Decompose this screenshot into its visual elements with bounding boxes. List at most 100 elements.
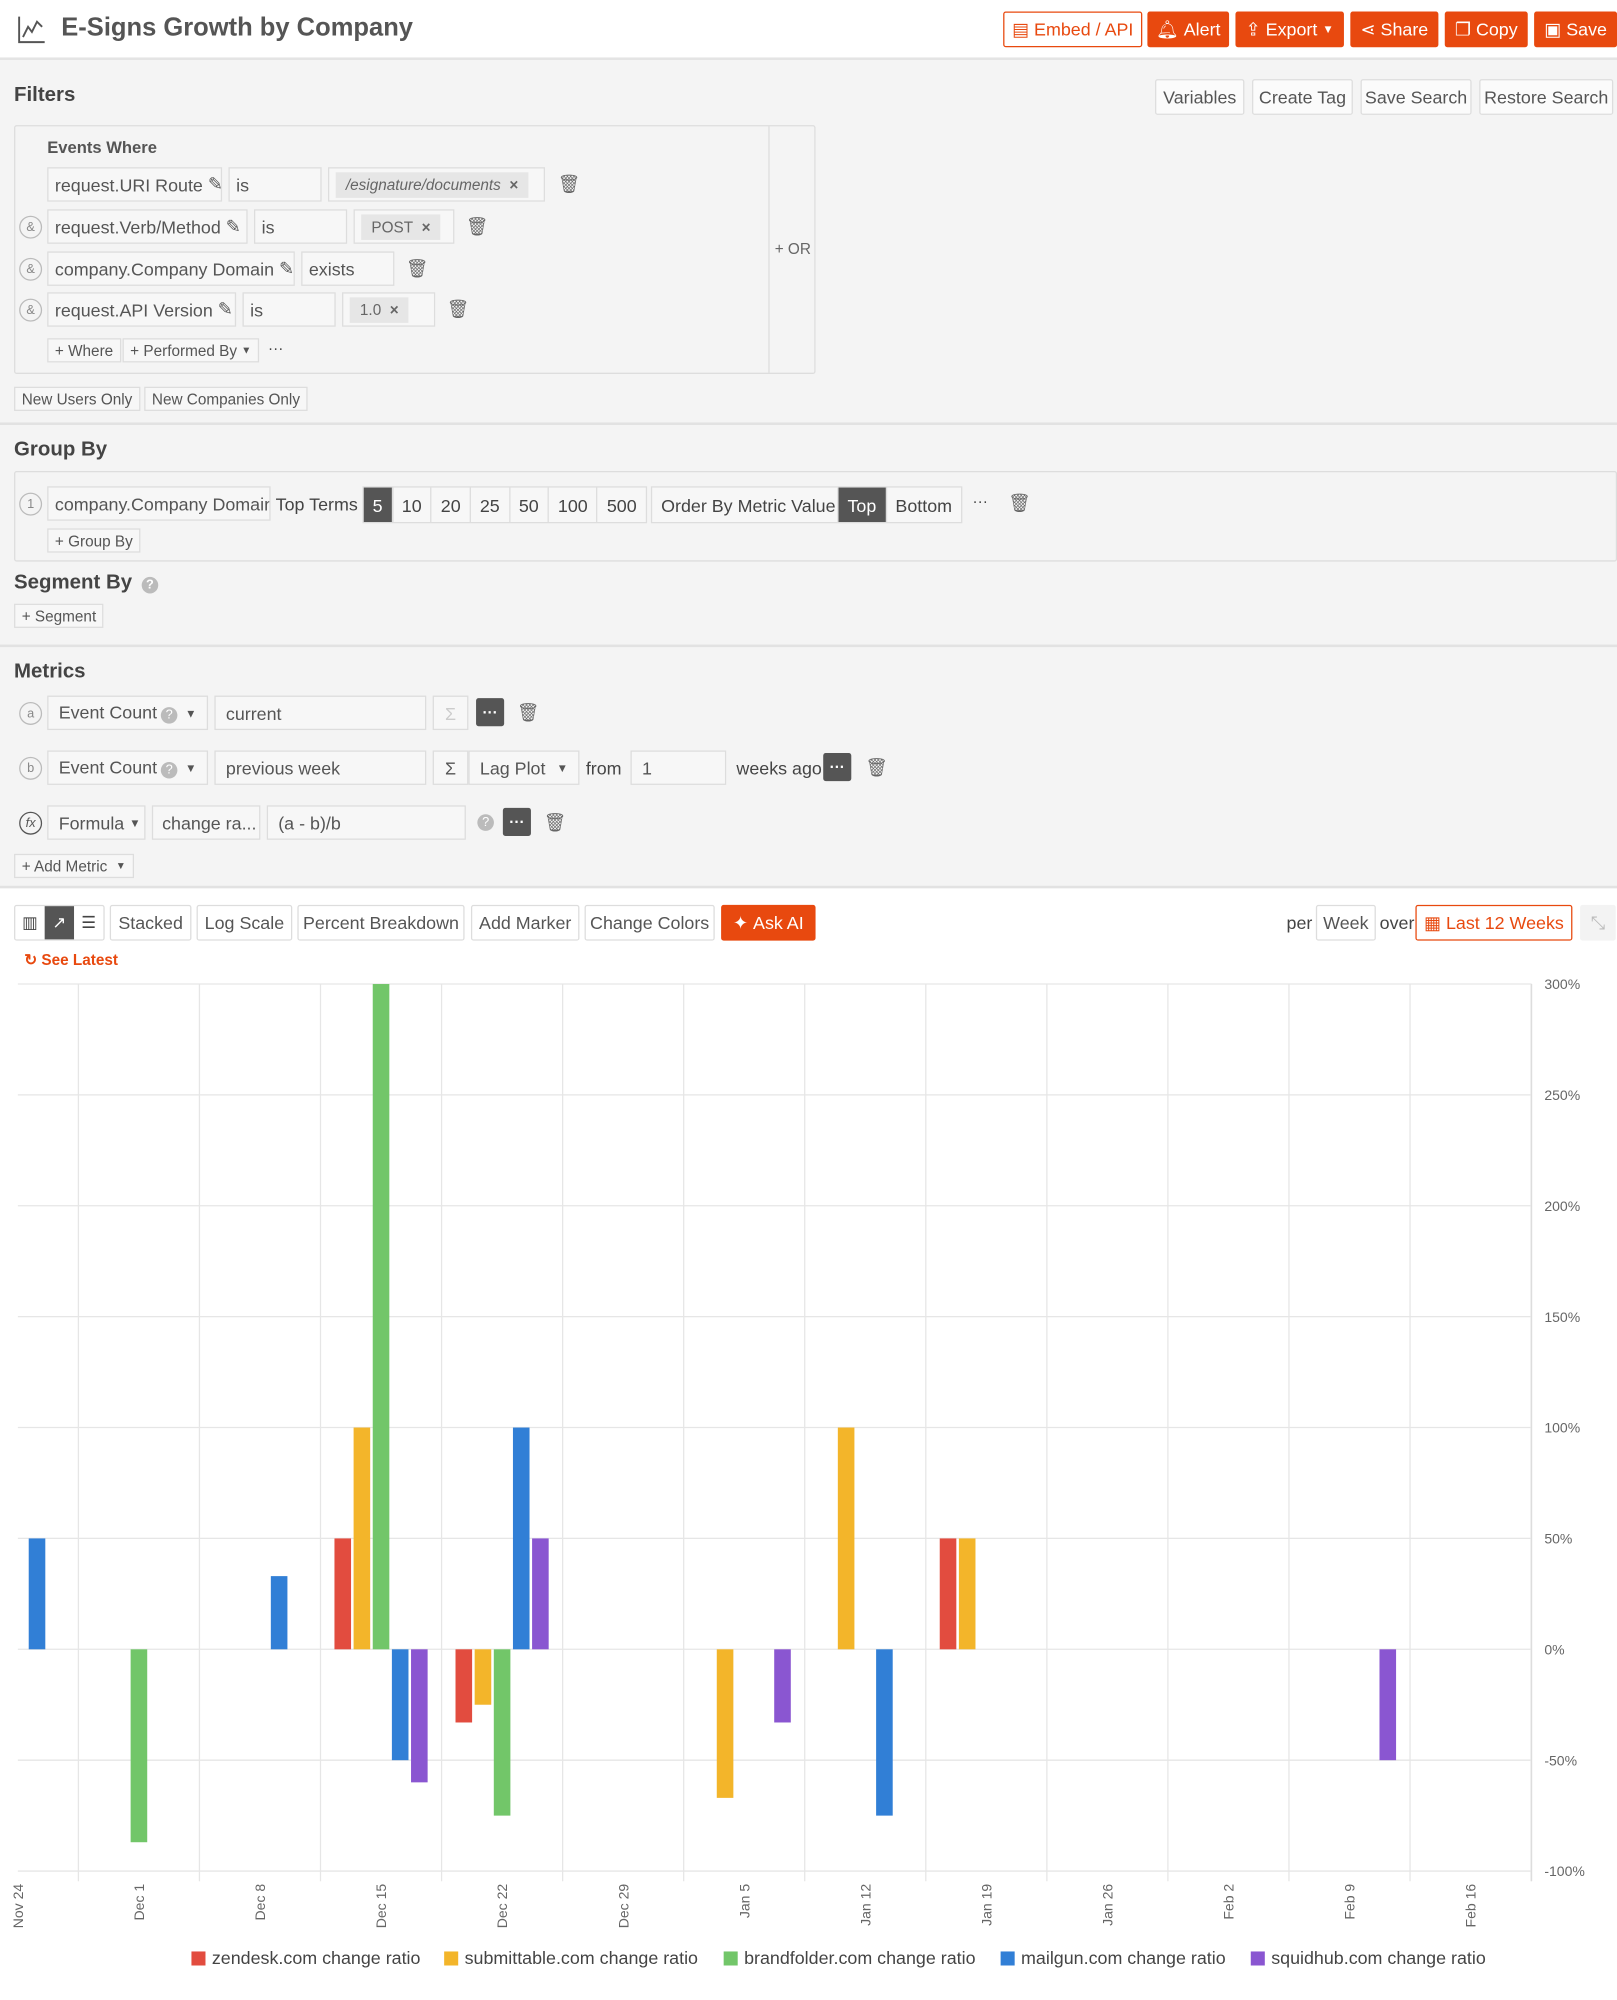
add-marker-button[interactable]: Add Marker	[470, 904, 580, 941]
formula-name-input[interactable]: change ra...	[151, 805, 261, 840]
legend-item[interactable]: zendesk.com change ratio	[191, 1948, 420, 1968]
trash-icon[interactable]: 🗑︎	[1008, 492, 1031, 514]
add-group-by-button[interactable]: + Group By	[47, 528, 141, 553]
trash-icon[interactable]: 🗑︎	[405, 257, 429, 279]
create-tag-button[interactable]: Create Tag	[1252, 79, 1353, 115]
change-colors-button[interactable]: Change Colors	[584, 904, 715, 941]
trash-icon[interactable]: 🗑︎	[557, 173, 581, 194]
more-options-button[interactable]: ···	[502, 807, 531, 836]
y-tick-label: -100%	[1544, 1863, 1585, 1879]
ask-ai-button[interactable]: ✦ Ask AI	[721, 904, 816, 941]
caret-down-icon: ▼	[129, 816, 141, 829]
trash-icon[interactable]: 🗑︎	[516, 701, 540, 723]
filter-field[interactable]: company.Company Domain ✎	[47, 251, 295, 286]
collapse-icon[interactable]: ⤡	[1580, 904, 1616, 941]
add-where-button[interactable]: + Where	[47, 338, 121, 363]
bar-chart-icon[interactable]: ▥	[22, 912, 38, 932]
top-terms-option[interactable]: 100	[549, 487, 598, 523]
more-options-button[interactable]: ···	[972, 492, 988, 511]
x-tick-label: Dec 22	[494, 1884, 510, 1929]
top-terms-option[interactable]: 500	[606, 494, 637, 515]
formula-input[interactable]: (a - b)/b	[266, 805, 466, 840]
more-options-button[interactable]: ···	[476, 698, 505, 727]
formula-select[interactable]: Formula ▼	[47, 805, 146, 840]
log-scale-button[interactable]: Log Scale	[196, 904, 293, 941]
top-terms-option[interactable]: 25	[471, 487, 510, 523]
remove-icon[interactable]: ×	[389, 300, 399, 319]
add-segment-button[interactable]: + Segment	[14, 603, 104, 628]
performed-by-button[interactable]: + Performed By ▼	[122, 338, 260, 363]
table-icon[interactable]: ☰	[81, 912, 97, 932]
filter-field[interactable]: request.URI Route ✎	[47, 167, 223, 202]
x-tick-label: Feb 9	[1342, 1884, 1358, 1920]
remove-icon[interactable]: ×	[509, 175, 519, 194]
add-or-button[interactable]: + OR	[774, 239, 811, 258]
top-terms-option[interactable]: 5	[363, 487, 393, 523]
weeks-input[interactable]: 1	[630, 750, 727, 785]
filter-field[interactable]: request.API Version ✎	[47, 292, 237, 327]
save-button[interactable]: ▣ Save	[1534, 11, 1617, 48]
share-button[interactable]: ⋖ Share	[1350, 11, 1439, 48]
trash-icon[interactable]: 🗑︎	[465, 215, 489, 237]
lag-plot-select[interactable]: Lag Plot ▼	[468, 750, 580, 785]
export-button[interactable]: ⇪ Export ▼	[1235, 11, 1344, 48]
remove-icon[interactable]: ×	[421, 217, 431, 236]
restore-search-button[interactable]: Restore Search	[1479, 79, 1614, 115]
filter-field[interactable]: request.Verb/Method ✎	[47, 209, 248, 244]
x-tick-label: Dec 15	[373, 1884, 389, 1929]
add-metric-button[interactable]: + Add Metric ▼	[14, 853, 134, 879]
x-tick-label: Nov 24	[10, 1884, 26, 1929]
bottom-button[interactable]: Bottom	[895, 494, 953, 515]
percent-breakdown-button[interactable]: Percent Breakdown	[297, 904, 465, 941]
y-tick-label: 250%	[1544, 1087, 1580, 1103]
filter-operator[interactable]: is	[228, 167, 322, 202]
stacked-button[interactable]: Stacked	[109, 904, 192, 941]
help-icon[interactable]: ?	[141, 576, 159, 594]
new-companies-only-button[interactable]: New Companies Only	[144, 386, 308, 411]
bar	[455, 1649, 473, 1723]
save-search-button[interactable]: Save Search	[1360, 79, 1472, 115]
legend-item[interactable]: squidhub.com change ratio	[1250, 1948, 1486, 1968]
help-icon: ?	[160, 707, 178, 724]
formula-icon: fx	[19, 811, 43, 835]
see-latest-link[interactable]: ↻ See Latest	[24, 950, 118, 969]
metric-type-select[interactable]: Event Count? ▼	[47, 750, 209, 785]
filter-operator[interactable]: exists	[301, 251, 395, 286]
trash-icon[interactable]: 🗑︎	[543, 811, 567, 833]
group-by-field[interactable]: company.Company Domain	[47, 486, 271, 521]
top-terms-option[interactable]: 20	[432, 487, 471, 523]
new-users-only-button[interactable]: New Users Only	[14, 386, 140, 411]
legend-item[interactable]: brandfolder.com change ratio	[723, 1948, 976, 1968]
sigma-button[interactable]: Σ	[432, 695, 469, 731]
sigma-button[interactable]: Σ	[432, 750, 469, 785]
legend-item[interactable]: mailgun.com change ratio	[1000, 1948, 1226, 1968]
metric-name-input[interactable]: previous week	[214, 750, 427, 785]
more-options-button[interactable]: ···	[268, 339, 284, 358]
top-terms-option[interactable]: 10	[393, 487, 432, 523]
line-chart-icon[interactable]: ↗	[44, 906, 75, 940]
alert-button[interactable]: 🔔︎ Alert	[1147, 11, 1230, 48]
trash-icon[interactable]: 🗑︎	[865, 756, 889, 778]
filter-value[interactable]: 1.0 ×	[342, 292, 436, 327]
filter-operator[interactable]: is	[242, 292, 336, 327]
help-icon[interactable]: ?	[477, 814, 494, 831]
top-terms-option[interactable]: 50	[510, 487, 549, 523]
filter-value[interactable]: /esignature/documents ×	[328, 167, 545, 202]
trash-icon[interactable]: 🗑︎	[446, 298, 470, 320]
filter-value[interactable]: POST ×	[353, 209, 455, 244]
metric-name-input[interactable]: current	[214, 695, 427, 731]
variables-button[interactable]: Variables	[1155, 79, 1245, 115]
copy-button[interactable]: ❐ Copy	[1444, 11, 1528, 48]
per-label: per	[1286, 912, 1313, 933]
weeks-ago-label: weeks ago	[736, 758, 822, 779]
date-range-button[interactable]: ▦ Last 12 Weeks	[1415, 904, 1573, 941]
interval-select[interactable]: Week	[1315, 904, 1376, 941]
embed-api-button[interactable]: ▤ Embed / API	[1003, 11, 1143, 48]
metric-type-select[interactable]: Event Count? ▼	[47, 695, 209, 731]
top-button[interactable]: Top	[838, 487, 887, 523]
legend-item[interactable]: submittable.com change ratio	[444, 1948, 698, 1968]
filter-operator[interactable]: is	[253, 209, 348, 244]
more-options-button[interactable]: ···	[823, 753, 852, 782]
x-tick-label: Dec 1	[131, 1884, 147, 1921]
order-by-select[interactable]: Order By Metric Value	[650, 486, 846, 524]
